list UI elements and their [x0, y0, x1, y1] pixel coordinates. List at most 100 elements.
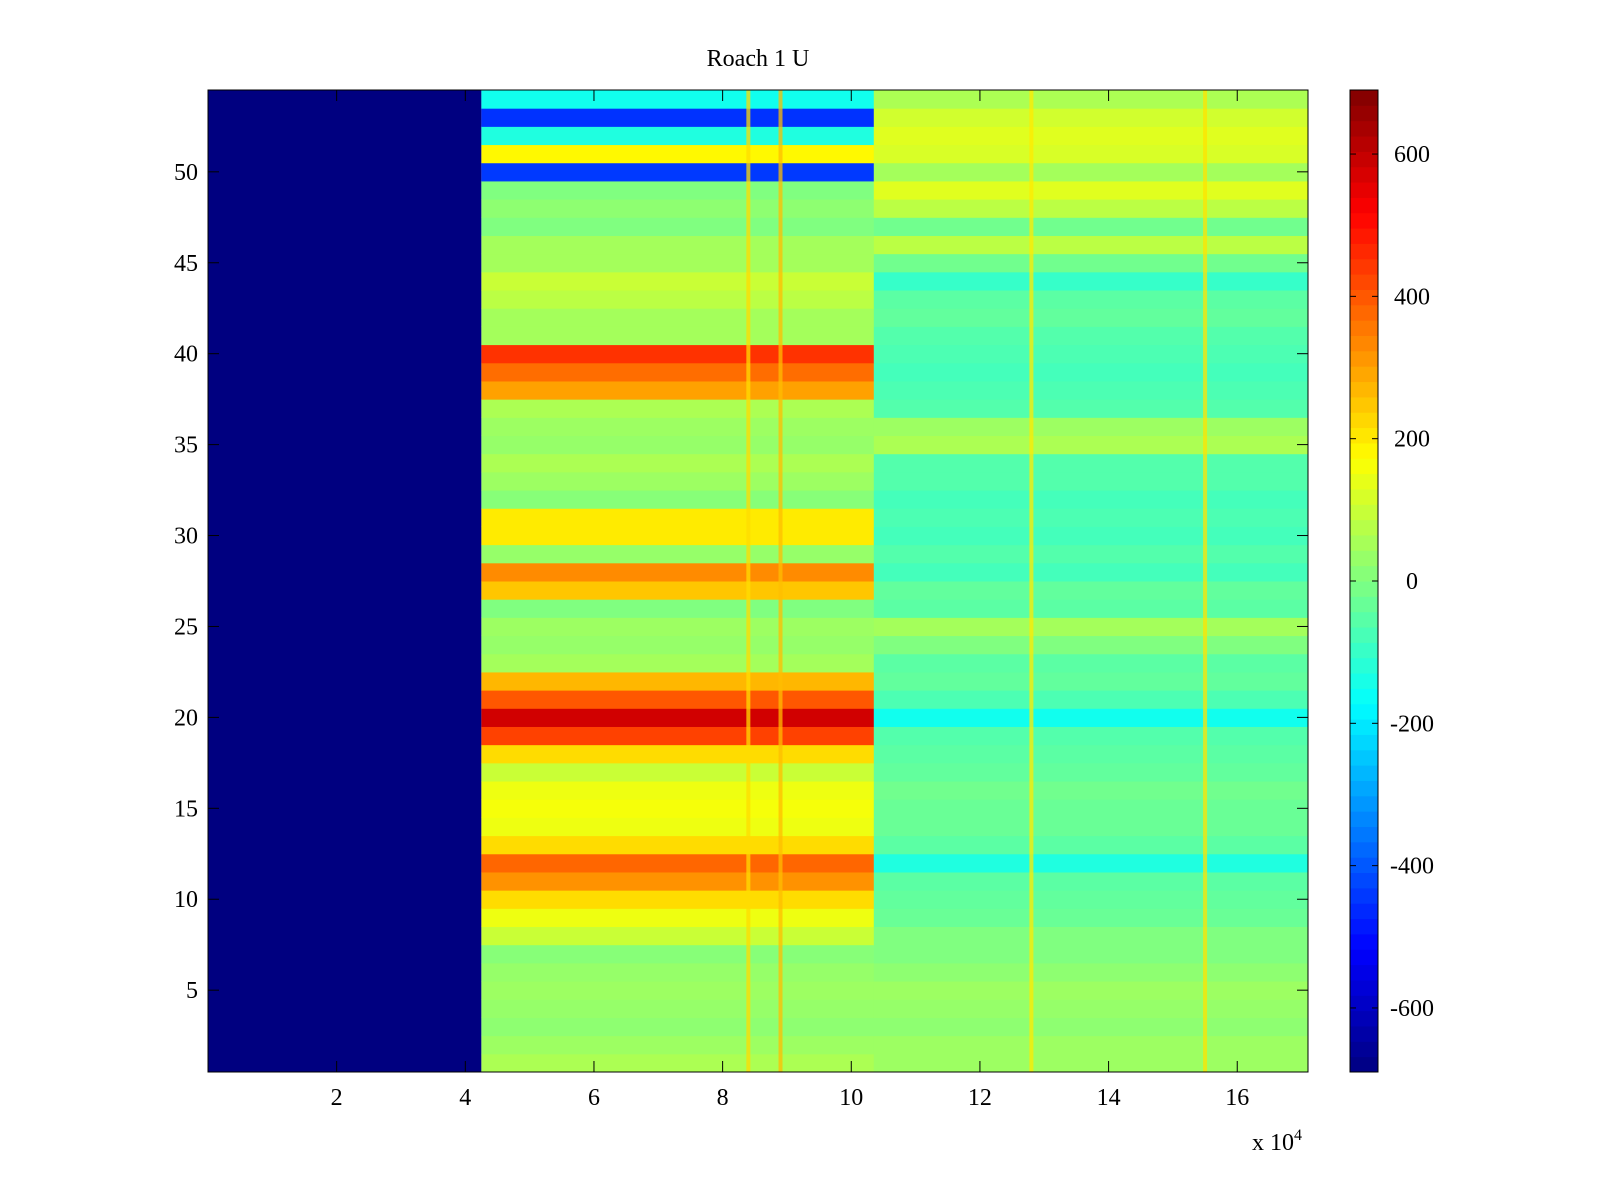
colorbar-swatch	[1350, 197, 1378, 214]
heatmap-cell	[873, 399, 1308, 418]
colorbar-swatch	[1350, 872, 1378, 889]
y-tick-label: 5	[186, 978, 198, 1004]
colorbar-swatch	[1350, 642, 1378, 659]
heatmap-empty-region	[208, 90, 482, 1072]
heatmap-cell	[481, 726, 875, 746]
plot-axes	[207, 89, 1309, 1073]
y-tick-label: 10	[174, 887, 198, 913]
heatmap-cell	[481, 890, 875, 909]
colorbar-swatch	[1350, 442, 1378, 459]
heatmap-streak	[746, 90, 751, 1072]
chart-title: Roach 1 U	[707, 46, 810, 72]
heatmap-cell	[481, 144, 875, 164]
y-tick-label: 15	[174, 796, 198, 822]
x-axis-exponent-base: x 10	[1252, 1130, 1294, 1156]
heatmap-cell	[873, 635, 1308, 655]
heatmap-cell	[481, 799, 875, 818]
heatmap-cell	[481, 744, 875, 764]
heatmap-cell	[873, 180, 1308, 200]
heatmap-cell	[481, 490, 875, 509]
colorbar-swatch	[1350, 826, 1378, 843]
x-tick-label: 10	[839, 1085, 863, 1111]
heatmap-cell	[481, 235, 875, 255]
heatmap-cell	[873, 981, 1308, 1000]
colorbar-swatch	[1350, 795, 1378, 812]
colorbar-swatch	[1350, 427, 1378, 444]
heatmap-cell	[873, 781, 1308, 800]
colorbar-swatch	[1350, 841, 1378, 858]
colorbar-swatch	[1350, 182, 1378, 198]
heatmap-cell	[481, 635, 875, 655]
heatmap-cell	[481, 835, 875, 855]
heatmap-cell	[873, 762, 1308, 782]
heatmap-cell	[873, 308, 1308, 327]
colorbar-swatch	[1350, 673, 1378, 689]
heatmap-cell	[873, 617, 1308, 637]
heatmap-cell	[873, 962, 1308, 982]
heatmap-cell	[873, 126, 1308, 146]
y-tick-labels: 5 10 15 20 25 30 35 40 45 50	[174, 160, 198, 1004]
colorbar-swatch	[1350, 335, 1378, 352]
heatmap-cell	[873, 453, 1308, 473]
x-tick-labels: 2 4 6 8 10 12 14 16	[331, 1085, 1250, 1111]
heatmap-cell	[481, 671, 875, 691]
heatmap-cell	[481, 653, 875, 673]
heatmap-cell	[873, 581, 1308, 600]
x-axis-exponent: x 104	[1252, 1127, 1302, 1156]
heatmap-cell	[481, 690, 875, 709]
heatmap-cell	[873, 162, 1308, 182]
colorbar-swatch	[1350, 350, 1378, 367]
heatmap-cell	[873, 799, 1308, 818]
heatmap-cell	[481, 508, 875, 527]
colorbar-swatch	[1350, 304, 1378, 321]
colorbar-swatch	[1350, 964, 1378, 981]
colorbar-swatch	[1350, 320, 1378, 336]
heatmap-cell	[481, 308, 875, 327]
heatmap-cell	[481, 1035, 875, 1055]
x-tick-label: 2	[331, 1085, 343, 1111]
heatmap-cell	[481, 962, 875, 982]
heatmap-cell	[873, 562, 1308, 582]
colorbar	[1349, 89, 1379, 1073]
heatmap-cell	[873, 471, 1308, 491]
colorbar-tick-label: 400	[1394, 284, 1430, 310]
heatmap-cell	[873, 380, 1308, 400]
x-tick-label: 4	[459, 1085, 471, 1111]
heatmap-cell	[873, 253, 1308, 273]
heatmap-cell	[873, 671, 1308, 691]
colorbar-swatch	[1350, 504, 1378, 521]
heatmap-cell	[873, 544, 1308, 564]
colorbar-swatch	[1350, 565, 1378, 582]
colorbar-swatch	[1350, 811, 1378, 827]
heatmap-cell	[873, 744, 1308, 764]
heatmap-cell	[873, 890, 1308, 909]
heatmap-cell	[481, 108, 875, 127]
x-tick-label: 12	[968, 1085, 992, 1111]
heatmap-cell	[873, 271, 1308, 291]
heatmap-cell	[873, 326, 1308, 346]
heatmap-cell	[481, 853, 875, 873]
colorbar-swatch	[1350, 366, 1378, 383]
heatmap-cell	[481, 926, 875, 946]
heatmap-cell	[873, 726, 1308, 746]
heatmap-cell	[481, 999, 875, 1018]
heatmap-cell	[873, 417, 1308, 437]
colorbar-swatch	[1350, 949, 1378, 966]
colorbar-swatch	[1350, 887, 1378, 904]
heatmap-cell	[873, 817, 1308, 837]
colorbar-swatch	[1350, 550, 1378, 567]
heatmap-cell	[873, 490, 1308, 509]
colorbar-swatch	[1350, 995, 1378, 1012]
colorbar-swatch	[1350, 105, 1378, 122]
heatmap-cell	[481, 217, 875, 236]
colorbar-swatch	[1350, 749, 1378, 766]
heatmap-cell	[481, 326, 875, 346]
y-tick-label: 50	[174, 160, 198, 186]
y-tick-label: 25	[174, 614, 198, 640]
heatmap-cell	[481, 253, 875, 273]
heatmap-cell	[481, 1053, 875, 1073]
heatmap-cell	[481, 581, 875, 600]
colorbar-swatch	[1350, 979, 1378, 996]
colorbar-swatch	[1350, 857, 1378, 874]
heatmap-cell	[481, 617, 875, 637]
